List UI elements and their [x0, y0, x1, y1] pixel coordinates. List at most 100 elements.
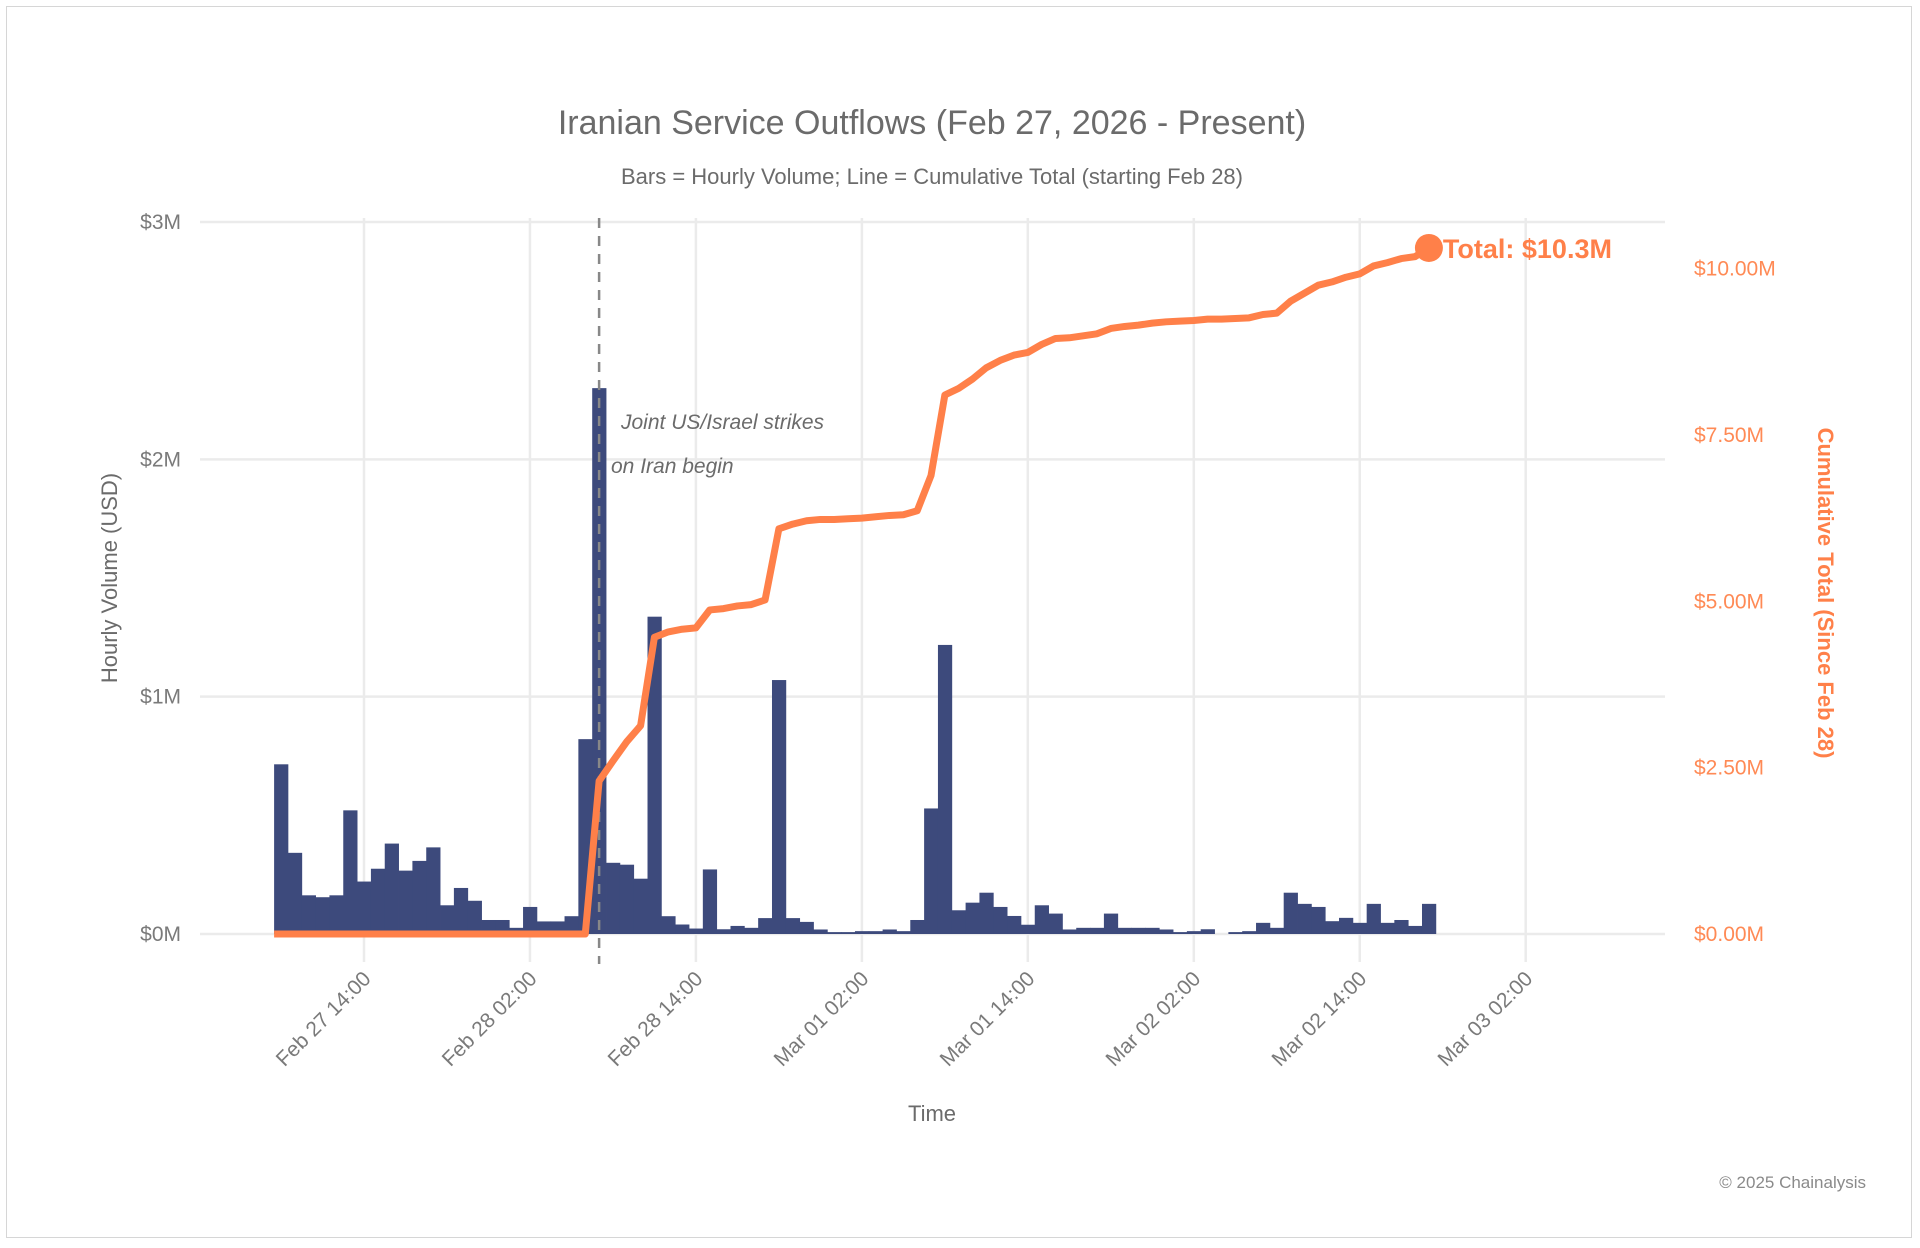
volume-bar: [453, 887, 469, 934]
volume-bar: [1339, 917, 1354, 934]
volume-bar: [1228, 932, 1243, 934]
volume-bar: [841, 932, 856, 934]
volume-bar: [813, 929, 828, 934]
volume-bar: [924, 808, 939, 934]
bars: [274, 388, 1437, 935]
volume-bar: [702, 869, 718, 934]
volume-bar: [384, 843, 399, 934]
event-annotation-line2: on Iran begin: [611, 455, 734, 478]
volume-bar: [1325, 921, 1340, 934]
x-tick-label: Feb 28 14:00: [604, 967, 708, 1071]
volume-bar: [564, 916, 579, 934]
volume-bar: [744, 927, 759, 934]
volume-bar: [343, 810, 358, 934]
right-y-ticks: $0.00M $2.50M $5.00M $7.50M $10.00M: [1694, 258, 1776, 946]
x-tick-label: Mar 01 02:00: [770, 967, 874, 1071]
volume-bar: [882, 929, 897, 934]
volume-bar: [1048, 913, 1063, 934]
volume-bar: [827, 932, 842, 934]
volume-bar: [274, 764, 289, 934]
volume-bar: [495, 919, 510, 934]
volume-bar: [730, 925, 745, 934]
volume-bar: [481, 919, 496, 934]
volume-bar: [1062, 929, 1077, 934]
volume-bar: [647, 616, 662, 934]
volume-bar: [1145, 927, 1160, 934]
right-y-tick-label: $2.50M: [1694, 757, 1764, 780]
volume-bar: [1200, 929, 1215, 934]
volume-bar: [426, 847, 441, 934]
right-y-tick-label: $10.00M: [1694, 258, 1776, 281]
volume-bar: [1090, 927, 1105, 934]
volume-bar: [965, 902, 980, 934]
x-axis-title: Time: [908, 1101, 956, 1126]
volume-bar: [1269, 927, 1285, 934]
volume-bar: [1394, 919, 1409, 934]
volume-bar: [370, 868, 386, 934]
volume-bar: [785, 918, 801, 934]
volume-bar: [896, 931, 911, 934]
volume-bar: [1159, 929, 1174, 934]
cumulative-line: [274, 244, 1431, 938]
volume-bar: [287, 852, 303, 934]
total-label: Total: $10.3M: [1443, 234, 1612, 264]
right-y-tick-label: $0.00M: [1694, 923, 1764, 946]
left-y-tick-label: $3M: [140, 211, 181, 234]
event-annotation-line1: Joint US/Israel strikes: [620, 411, 825, 434]
volume-bar: [1103, 913, 1119, 934]
volume-bar: [440, 905, 455, 934]
x-tick-label: Feb 27 14:00: [272, 967, 376, 1071]
volume-bar: [633, 878, 648, 934]
left-y-tick-label: $1M: [140, 686, 181, 709]
volume-bar: [1256, 922, 1271, 934]
volume-bar: [1283, 892, 1298, 934]
cumulative-end-dot: [1414, 233, 1443, 262]
volume-bar: [329, 895, 344, 934]
volume-bar: [758, 918, 773, 934]
chart-title: Iranian Service Outflows (Feb 27, 2026 -…: [558, 104, 1306, 142]
right-y-axis-title: Cumulative Total (Since Feb 28): [1813, 428, 1838, 759]
volume-bar: [357, 881, 372, 934]
volume-bar: [799, 921, 814, 934]
volume-bar: [523, 906, 538, 934]
volume-bar: [1366, 903, 1381, 934]
volume-bar: [1242, 931, 1257, 934]
volume-bar: [1408, 925, 1423, 934]
chart-frame: [6, 6, 1912, 1238]
volume-bar: [951, 910, 967, 934]
volume-bar: [398, 870, 413, 934]
volume-bar: [937, 644, 953, 934]
x-tick-label: Mar 01 14:00: [936, 967, 1040, 1071]
left-y-axis-title: Hourly Volume (USD): [97, 473, 122, 683]
volume-bar: [689, 928, 704, 934]
volume-bar: [675, 924, 690, 934]
volume-bar: [868, 931, 884, 934]
volume-bar: [661, 916, 676, 934]
volume-bar: [606, 862, 621, 934]
x-ticks: Feb 27 14:00 Feb 28 02:00 Feb 28 14:00 Mar …: [272, 967, 1537, 1071]
volume-bar: [854, 931, 870, 934]
volume-bar: [771, 680, 787, 934]
volume-bar: [1076, 927, 1091, 934]
volume-bar: [716, 929, 731, 934]
volume-bar: [1007, 915, 1022, 934]
x-tick-label: Mar 02 14:00: [1268, 967, 1372, 1071]
volume-bar: [1034, 905, 1049, 934]
volume-bar: [301, 895, 316, 934]
volume-bar: [1186, 931, 1202, 934]
left-y-ticks: $0M $1M $2M $3M: [140, 211, 181, 946]
chart-subtitle: Bars = Hourly Volume; Line = Cumulative …: [621, 164, 1243, 189]
x-tick-label: Mar 02 02:00: [1102, 967, 1206, 1071]
cumulative-line-group: [274, 233, 1443, 938]
copyright-footer: © 2025 Chainalysis: [1719, 1173, 1866, 1192]
x-tick-label: Feb 28 02:00: [438, 967, 542, 1071]
volume-bar: [412, 860, 427, 934]
volume-bar: [910, 919, 925, 934]
volume-bar: [315, 897, 330, 934]
volume-bar: [1131, 927, 1146, 934]
left-y-tick-label: $0M: [140, 923, 181, 946]
right-y-tick-label: $5.00M: [1694, 590, 1764, 613]
volume-bar: [1352, 922, 1368, 934]
right-y-tick-label: $7.50M: [1694, 424, 1764, 447]
